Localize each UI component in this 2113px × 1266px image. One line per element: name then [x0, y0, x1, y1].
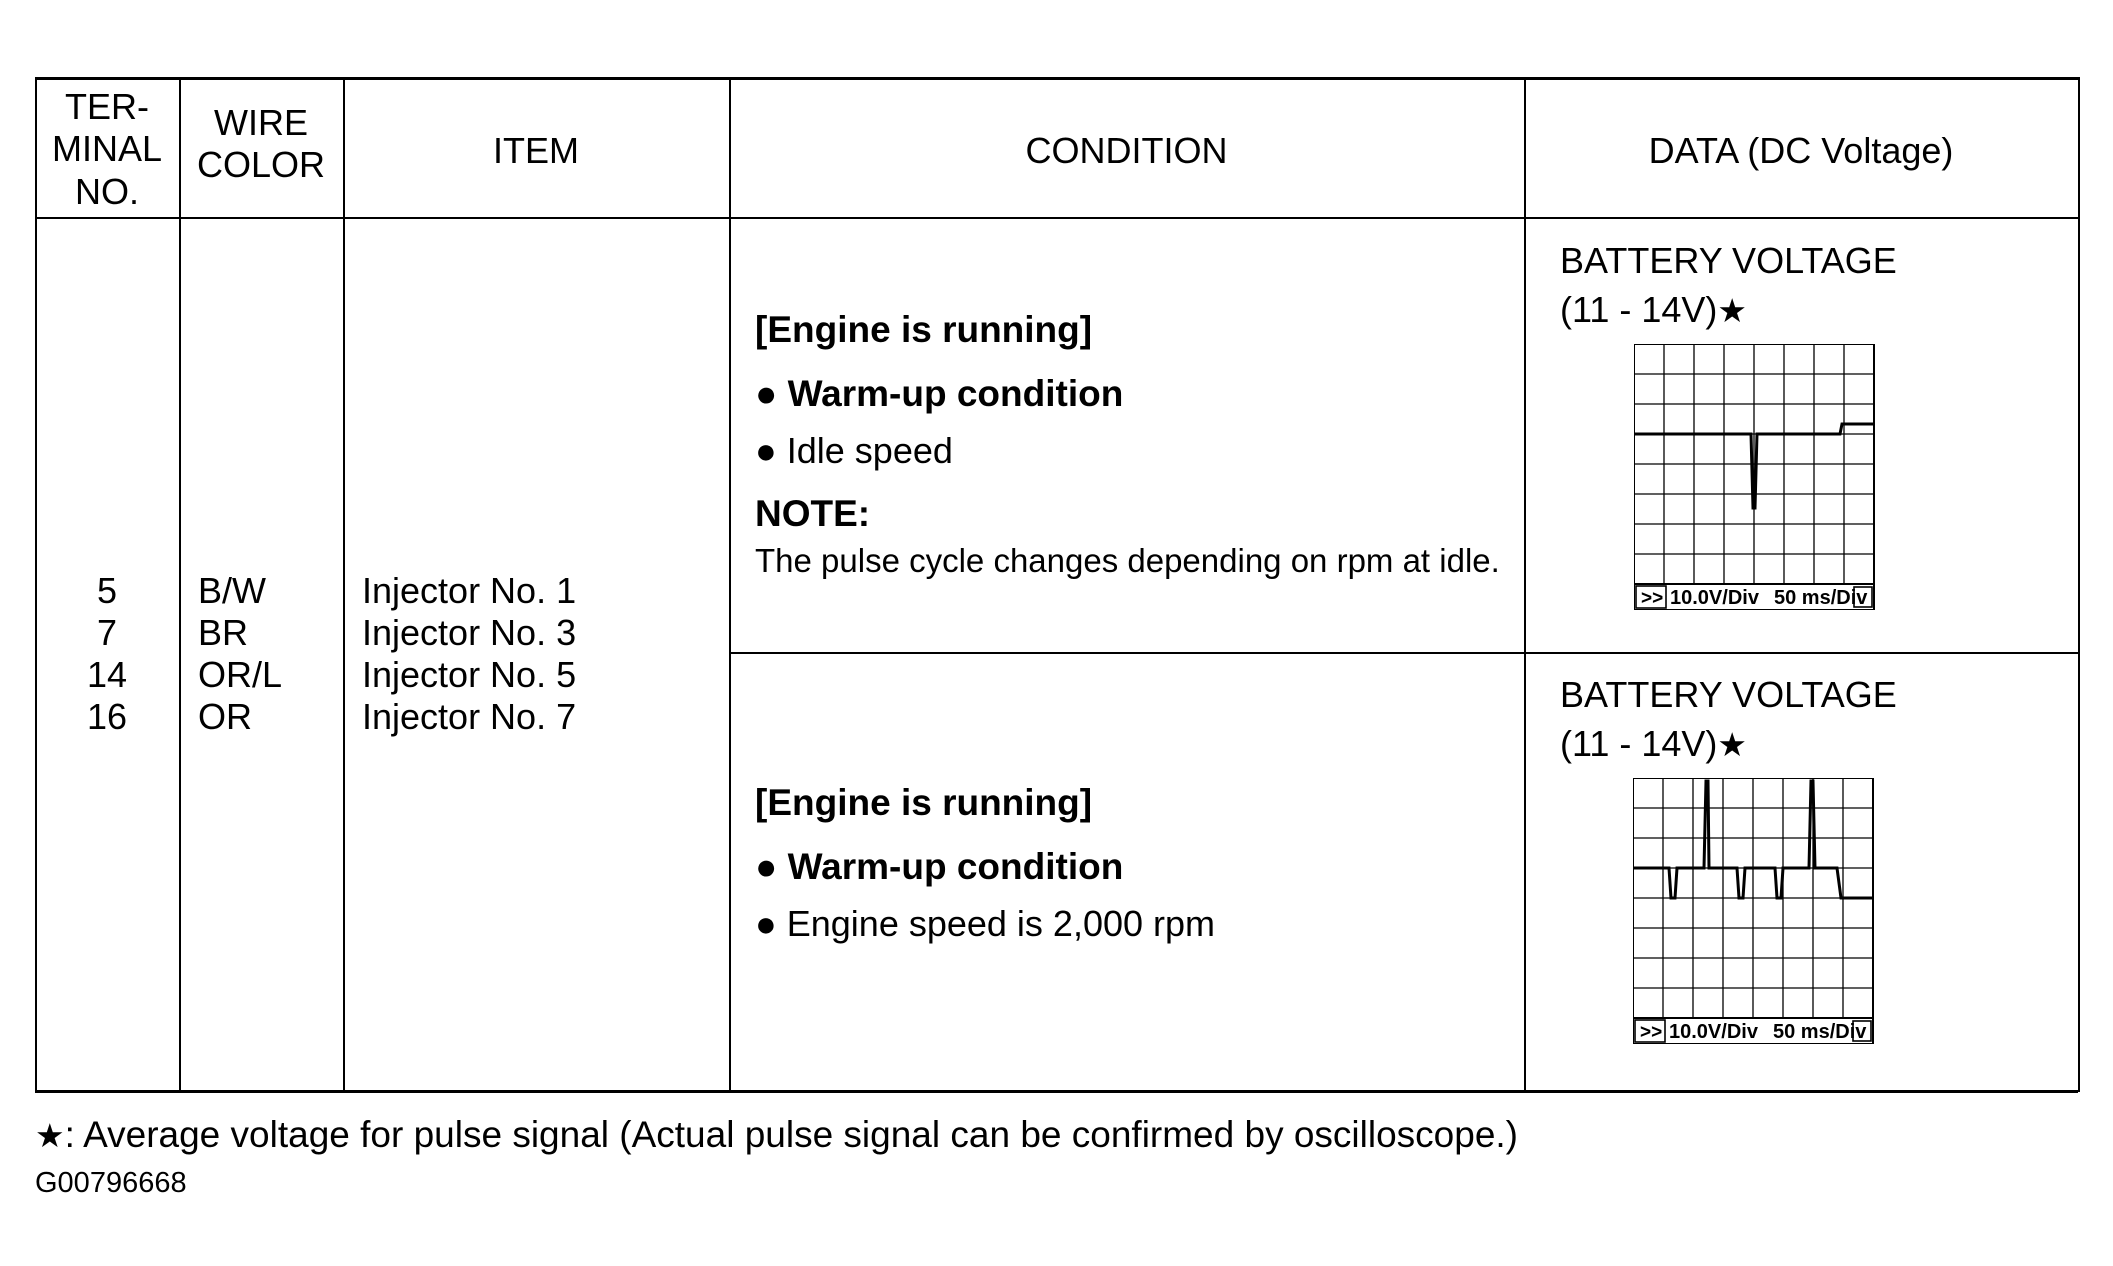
- svg-text:>>: >>: [1641, 588, 1663, 609]
- svg-text:>>: >>: [1640, 1022, 1662, 1043]
- svg-text:10.0V/Div: 10.0V/Div: [1669, 1021, 1759, 1043]
- svg-text:10.0V/Div: 10.0V/Div: [1670, 587, 1760, 609]
